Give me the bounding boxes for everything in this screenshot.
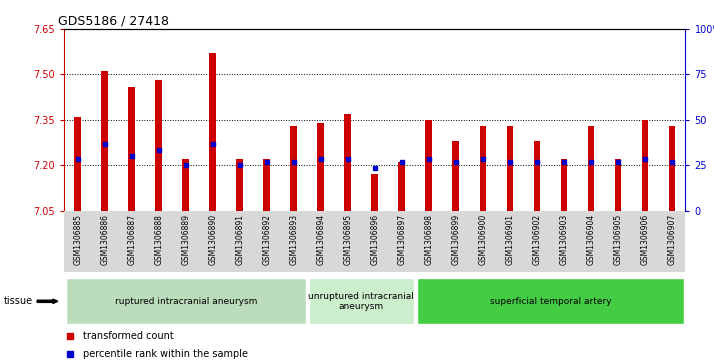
Bar	[129, 86, 135, 211]
Bar	[668, 126, 675, 211]
Text: GSM1306897: GSM1306897	[398, 213, 406, 265]
Bar	[101, 72, 108, 211]
Text: tissue: tissue	[4, 296, 33, 306]
Text: GSM1306906: GSM1306906	[640, 213, 650, 265]
Text: ruptured intracranial aneurysm: ruptured intracranial aneurysm	[115, 297, 257, 306]
Bar	[263, 159, 270, 211]
Bar	[66, 278, 306, 324]
Bar	[453, 141, 459, 211]
Bar	[426, 120, 432, 211]
Text: GSM1306892: GSM1306892	[262, 213, 271, 265]
Text: GSM1306907: GSM1306907	[668, 213, 676, 265]
Bar	[588, 126, 594, 211]
Text: GSM1306887: GSM1306887	[127, 213, 136, 265]
Bar	[506, 126, 513, 211]
Text: GSM1306896: GSM1306896	[371, 213, 379, 265]
Text: GSM1306905: GSM1306905	[613, 213, 623, 265]
Text: GSM1306903: GSM1306903	[559, 213, 568, 265]
Text: GSM1306898: GSM1306898	[424, 213, 433, 265]
Text: GSM1306902: GSM1306902	[533, 213, 541, 265]
Bar	[318, 123, 324, 211]
Text: GSM1306904: GSM1306904	[586, 213, 595, 265]
Text: GSM1306885: GSM1306885	[74, 213, 82, 265]
Bar	[74, 117, 81, 211]
Text: GSM1306888: GSM1306888	[154, 213, 164, 265]
Bar	[236, 159, 243, 211]
Text: GDS5186 / 27418: GDS5186 / 27418	[58, 15, 169, 28]
Text: transformed count: transformed count	[83, 331, 174, 341]
Bar	[533, 141, 540, 211]
Text: percentile rank within the sample: percentile rank within the sample	[83, 349, 248, 359]
Bar	[560, 159, 568, 211]
Bar	[642, 120, 648, 211]
Bar	[615, 159, 621, 211]
Text: unruptured intracranial
aneurysm: unruptured intracranial aneurysm	[308, 291, 414, 311]
Text: GSM1306889: GSM1306889	[181, 213, 191, 265]
Bar	[371, 174, 378, 211]
Text: GSM1306895: GSM1306895	[343, 213, 352, 265]
Bar	[308, 278, 414, 324]
Text: GSM1306886: GSM1306886	[100, 213, 109, 265]
Text: GSM1306890: GSM1306890	[208, 213, 217, 265]
Text: GSM1306900: GSM1306900	[478, 213, 488, 265]
Bar	[344, 114, 351, 211]
Text: GSM1306894: GSM1306894	[316, 213, 326, 265]
Bar	[156, 81, 162, 211]
Bar	[209, 53, 216, 211]
Text: GSM1306893: GSM1306893	[289, 213, 298, 265]
Text: superficial temporal artery: superficial temporal artery	[490, 297, 611, 306]
Bar	[291, 126, 297, 211]
Text: GSM1306891: GSM1306891	[236, 213, 244, 265]
Bar	[417, 278, 684, 324]
Text: GSM1306899: GSM1306899	[451, 213, 461, 265]
Text: GSM1306901: GSM1306901	[506, 213, 514, 265]
Bar	[480, 126, 486, 211]
Bar	[398, 162, 406, 211]
Bar	[182, 159, 189, 211]
